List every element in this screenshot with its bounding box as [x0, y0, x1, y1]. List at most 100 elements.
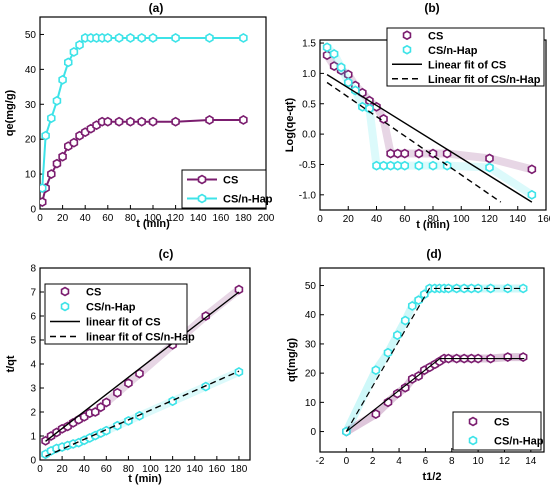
y-tick-label: 10	[305, 398, 317, 409]
data-point	[527, 164, 537, 175]
x-tick-label: 200	[258, 213, 275, 224]
plot-area	[342, 283, 528, 437]
data-point	[58, 74, 67, 85]
x-axis-label: t (min)	[136, 218, 170, 230]
data-point	[386, 148, 395, 159]
x-tick-label: 6	[423, 456, 429, 467]
x-tick-label: 12	[499, 456, 511, 467]
x-tick-label: 40	[79, 464, 91, 475]
legend-box	[386, 27, 545, 87]
y-tick-label: 1	[30, 432, 36, 443]
data-point	[41, 130, 50, 141]
x-tick-label: 80	[427, 214, 439, 225]
data-point	[379, 114, 388, 124]
data-point	[234, 284, 244, 295]
x-axis-label: t (min)	[128, 473, 162, 485]
x-tick-label: 160	[208, 464, 225, 475]
x-tick-label: 100	[453, 214, 470, 225]
data-point	[343, 77, 353, 88]
data-point	[47, 169, 56, 180]
data-point	[322, 42, 332, 53]
data-point	[414, 295, 423, 306]
x-tick-label: 100	[145, 213, 162, 224]
x-tick-label: -2	[316, 456, 325, 467]
data-point	[114, 116, 124, 127]
plot-frame	[319, 267, 545, 453]
y-tick-label: 30	[25, 100, 37, 111]
data-point	[342, 426, 351, 437]
data-point	[40, 197, 47, 207]
x-tick-label: 0	[37, 213, 43, 224]
x-axis-label: t (min)	[416, 219, 450, 231]
y-tick-label: 0.0	[302, 130, 316, 141]
data-point	[351, 85, 360, 96]
x-tick-label: 180	[235, 213, 252, 224]
x-tick-label: 2	[370, 456, 376, 467]
data-point	[52, 95, 62, 106]
legend-label: Linear fit of CS/n-Hap	[428, 74, 541, 86]
data-point	[75, 40, 84, 50]
data-point	[168, 396, 177, 407]
data-point	[171, 33, 180, 43]
data-point	[40, 183, 47, 193]
x-tick-label: 20	[57, 213, 69, 224]
x-tick-label: 4	[396, 456, 402, 467]
data-point	[102, 397, 111, 408]
legend-label: CS	[86, 287, 101, 299]
x-tick-label: 140	[509, 214, 526, 225]
y-tick-label: 7	[30, 288, 36, 299]
x-tick-label: 180	[231, 464, 248, 475]
data-point	[52, 158, 62, 169]
legend-box	[181, 169, 267, 209]
y-tick-label: 6	[30, 312, 36, 323]
data-point	[336, 62, 346, 73]
data-point	[518, 283, 528, 294]
panel-2: 0 20 40 60 80 100 120 140 160 -1.0 -0.5 0.0 0.5 1.0 1.…	[284, 1, 550, 231]
legend-label: CS	[223, 175, 238, 187]
panel-title: (b)	[424, 1, 439, 15]
x-tick-label: 120	[481, 214, 498, 225]
data-point	[372, 160, 381, 171]
legend-box	[452, 411, 542, 451]
legend-label: CS/n-Hap	[223, 194, 273, 206]
legend-label: CS/n-Hap	[86, 302, 136, 314]
y-tick-label: 0	[30, 205, 36, 216]
data-point	[171, 116, 180, 127]
x-tick-label: 40	[371, 214, 383, 225]
x-axis-label: t1/2	[423, 471, 442, 483]
legend-marker	[468, 435, 478, 446]
data-point	[114, 33, 124, 43]
y-tick-label: 50	[305, 281, 317, 292]
y-axis-label: t/qt	[5, 355, 17, 372]
data-point	[205, 115, 214, 125]
data-point	[486, 283, 495, 294]
data-point	[103, 116, 113, 127]
data-point	[137, 116, 146, 127]
x-tick-label: 20	[57, 464, 69, 475]
data-point	[103, 33, 113, 43]
data-point	[400, 160, 410, 171]
x-tick-label: 140	[190, 213, 207, 224]
x-tick-label: 120	[164, 464, 181, 475]
data-point	[126, 116, 135, 127]
data-point	[239, 115, 248, 125]
y-tick-label: 30	[305, 339, 317, 350]
data-point	[148, 116, 158, 127]
y-tick-label: 40	[305, 310, 317, 321]
fit-line	[45, 291, 240, 442]
data-point	[393, 388, 402, 399]
data-point	[400, 382, 410, 393]
data-point	[414, 148, 424, 159]
legend-label: linear fit of CS/n-Hap	[86, 332, 195, 344]
y-tick-label: 5	[30, 336, 36, 347]
x-tick-label: 40	[80, 213, 92, 224]
x-tick-label: 8	[449, 456, 455, 467]
data-point	[63, 57, 73, 68]
data-point	[329, 49, 339, 59]
plot-area	[40, 33, 248, 207]
panel-4: -2 0 2 4 6 8 10 12 14 0 10 20 30 40 50 (d) t1/2 qt(mg/g) C…	[286, 247, 545, 483]
data-point	[148, 33, 158, 43]
legend: CS CS/n-Hap linear fit of CS linear fit of …	[44, 283, 195, 345]
x-tick-label: 140	[186, 464, 203, 475]
legend-marker	[60, 301, 70, 312]
